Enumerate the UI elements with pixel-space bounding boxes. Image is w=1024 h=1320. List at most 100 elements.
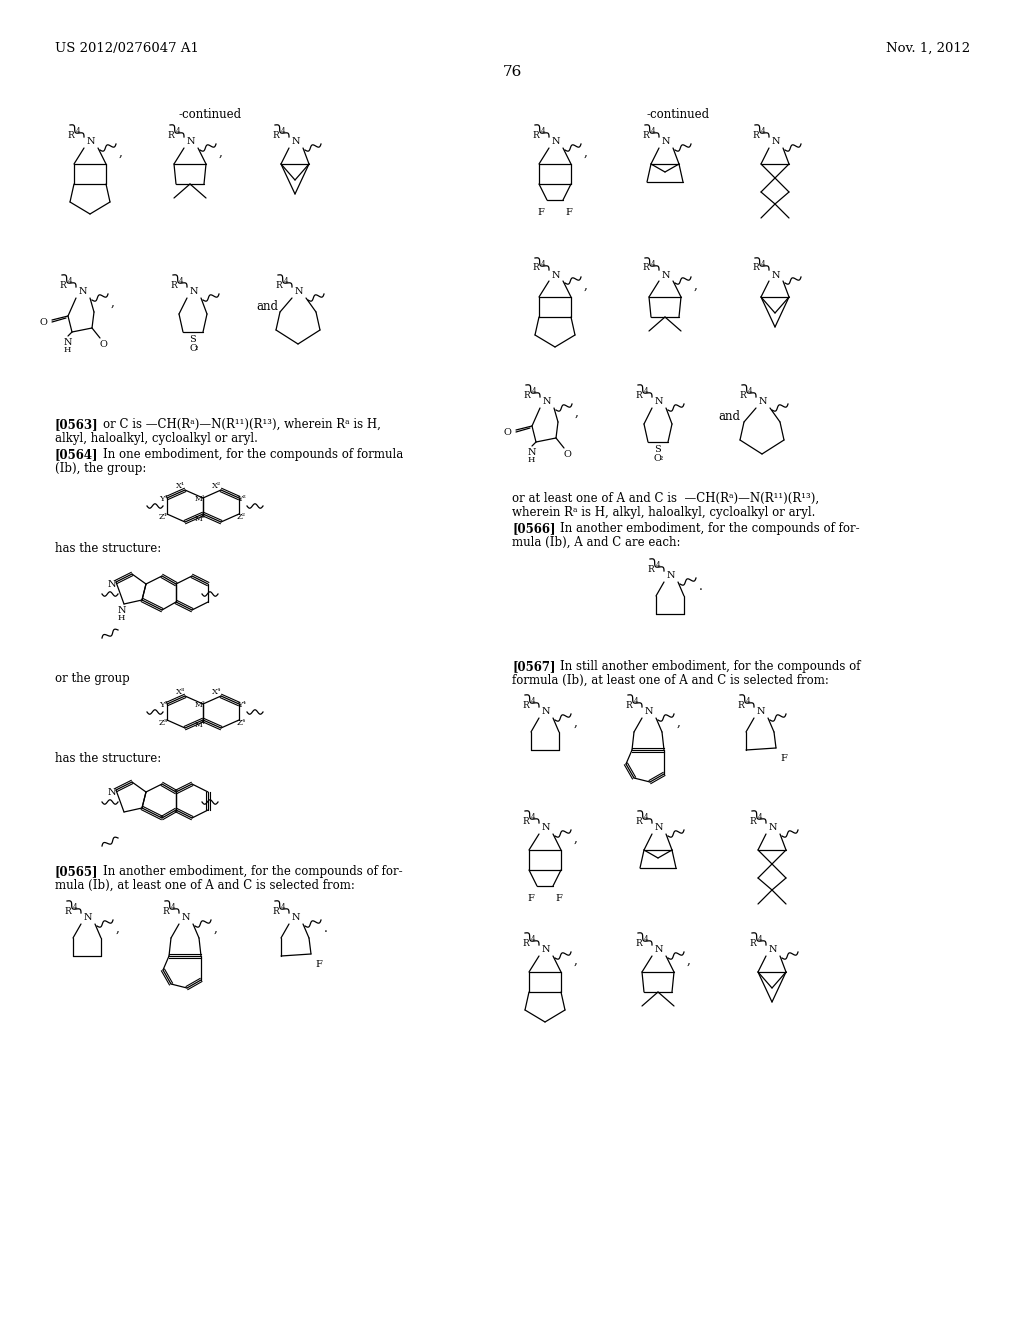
Text: N: N — [528, 447, 537, 457]
Text: R: R — [753, 131, 760, 140]
Text: R: R — [272, 131, 280, 140]
Text: .: . — [324, 921, 328, 935]
Text: F: F — [555, 894, 562, 903]
Text: R: R — [636, 939, 642, 948]
Text: ,: , — [575, 407, 579, 418]
Text: N: N — [542, 945, 550, 954]
Text: Y⁴: Y⁴ — [237, 701, 246, 709]
Text: M⁴: M⁴ — [195, 721, 206, 729]
Text: ,: , — [677, 715, 681, 729]
Text: R: R — [171, 281, 177, 289]
Text: F: F — [565, 209, 571, 216]
Text: F: F — [527, 894, 534, 903]
Text: .: . — [699, 579, 702, 593]
Text: mula (Ib), at least one of A and C is selected from:: mula (Ib), at least one of A and C is se… — [55, 879, 355, 892]
Text: R: R — [750, 939, 757, 948]
Text: ,: , — [111, 296, 115, 309]
Text: R: R — [522, 939, 529, 948]
Text: ,: , — [694, 279, 698, 292]
Text: R: R — [163, 907, 169, 916]
Text: 4: 4 — [179, 277, 183, 285]
Text: N: N — [772, 137, 780, 147]
Text: R: R — [59, 281, 67, 289]
Text: R: R — [272, 907, 280, 916]
Text: 4: 4 — [530, 813, 536, 821]
Text: N: N — [63, 338, 73, 347]
Text: 4: 4 — [541, 260, 545, 268]
Text: M²: M² — [195, 515, 206, 523]
Text: mula (Ib), A and C are each:: mula (Ib), A and C are each: — [512, 536, 681, 549]
Text: 4: 4 — [176, 127, 180, 135]
Text: X⁴: X⁴ — [212, 688, 221, 696]
Text: N: N — [662, 271, 671, 280]
Text: 4: 4 — [650, 127, 655, 135]
Text: has the structure:: has the structure: — [55, 752, 161, 766]
Text: Z²: Z² — [237, 513, 246, 521]
Text: N: N — [654, 945, 664, 954]
Text: ₂: ₂ — [660, 454, 664, 462]
Text: N: N — [186, 137, 196, 147]
Text: N: N — [87, 137, 95, 147]
Text: R: R — [68, 131, 75, 140]
Text: In another embodiment, for the compounds of for-: In another embodiment, for the compounds… — [560, 521, 859, 535]
Text: 4: 4 — [284, 277, 288, 285]
Text: 4: 4 — [531, 387, 537, 395]
Text: N: N — [645, 708, 653, 717]
Text: ,: , — [116, 921, 120, 935]
Text: R: R — [65, 907, 72, 916]
Text: 4: 4 — [541, 127, 545, 135]
Text: Z³: Z³ — [159, 719, 168, 727]
Text: 4: 4 — [745, 697, 751, 705]
Text: N: N — [292, 913, 300, 923]
Text: N: N — [769, 824, 777, 833]
Text: R: R — [522, 817, 529, 825]
Text: N: N — [108, 579, 117, 589]
Text: -continued: -continued — [178, 108, 242, 121]
Text: 4: 4 — [758, 813, 762, 821]
Text: 4: 4 — [644, 935, 648, 942]
Text: 4: 4 — [748, 387, 753, 395]
Text: Y¹: Y¹ — [159, 495, 168, 503]
Text: Y³: Y³ — [159, 701, 168, 709]
Text: R: R — [647, 565, 654, 573]
Text: R: R — [168, 131, 174, 140]
Text: Z⁴: Z⁴ — [237, 719, 246, 727]
Text: or C is —CH(Rᵃ)—N(R¹¹)(R¹³), wherein Rᵃ is H,: or C is —CH(Rᵃ)—N(R¹¹)(R¹³), wherein Rᵃ … — [103, 418, 381, 432]
Text: N: N — [79, 288, 87, 297]
Text: ,: , — [584, 147, 588, 158]
Text: N: N — [654, 824, 664, 833]
Text: ,: , — [584, 279, 588, 292]
Text: N: N — [772, 271, 780, 280]
Text: and: and — [718, 411, 740, 422]
Text: N: N — [769, 945, 777, 954]
Text: S: S — [654, 445, 660, 454]
Text: R: R — [643, 131, 649, 140]
Text: N: N — [295, 288, 303, 297]
Text: or the group: or the group — [55, 672, 130, 685]
Text: F: F — [315, 960, 322, 969]
Text: alkyl, haloalkyl, cycloalkyl or aryl.: alkyl, haloalkyl, cycloalkyl or aryl. — [55, 432, 258, 445]
Text: M¹: M¹ — [195, 495, 206, 503]
Text: ,: , — [687, 954, 691, 968]
Text: In one embodiment, for the compounds of formula: In one embodiment, for the compounds of … — [103, 447, 403, 461]
Text: 4: 4 — [634, 697, 638, 705]
Text: H: H — [118, 614, 125, 622]
Text: R: R — [753, 264, 760, 272]
Text: F: F — [780, 754, 786, 763]
Text: N: N — [552, 137, 560, 147]
Text: and: and — [256, 300, 278, 313]
Text: O: O — [40, 318, 48, 327]
Text: formula (Ib), at least one of A and C is selected from:: formula (Ib), at least one of A and C is… — [512, 675, 828, 686]
Text: Y²: Y² — [237, 495, 246, 503]
Text: has the structure:: has the structure: — [55, 543, 161, 554]
Text: N: N — [654, 397, 664, 407]
Text: N: N — [181, 913, 190, 923]
Text: N: N — [662, 137, 671, 147]
Text: N: N — [552, 271, 560, 280]
Text: 4: 4 — [68, 277, 73, 285]
Text: ₂: ₂ — [195, 345, 199, 352]
Text: R: R — [739, 391, 746, 400]
Text: US 2012/0276047 A1: US 2012/0276047 A1 — [55, 42, 199, 55]
Text: N: N — [84, 913, 92, 923]
Text: In still another embodiment, for the compounds of: In still another embodiment, for the com… — [560, 660, 860, 673]
